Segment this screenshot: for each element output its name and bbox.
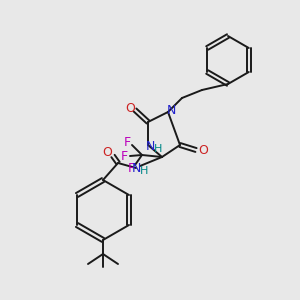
Text: F: F: [123, 136, 130, 148]
Text: O: O: [125, 103, 135, 116]
Text: N: N: [145, 140, 155, 154]
Text: O: O: [198, 143, 208, 157]
Text: N: N: [166, 104, 176, 118]
Text: H: H: [154, 144, 162, 154]
Text: F: F: [128, 163, 135, 176]
Text: H: H: [140, 166, 148, 176]
Text: O: O: [102, 146, 112, 160]
Text: F: F: [120, 149, 128, 163]
Text: N: N: [131, 161, 141, 175]
